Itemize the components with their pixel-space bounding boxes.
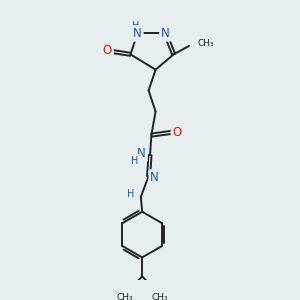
- Text: H: H: [127, 189, 134, 199]
- Text: CH₃: CH₃: [151, 292, 168, 300]
- Text: O: O: [172, 126, 182, 139]
- Text: O: O: [103, 44, 112, 58]
- Text: N: N: [150, 171, 159, 184]
- Text: H: H: [132, 22, 140, 32]
- Text: CH₃: CH₃: [198, 39, 214, 48]
- Text: N: N: [133, 27, 142, 40]
- Text: N: N: [137, 147, 146, 160]
- Text: CH₃: CH₃: [117, 292, 133, 300]
- Text: N: N: [161, 27, 170, 40]
- Text: H: H: [131, 156, 138, 166]
